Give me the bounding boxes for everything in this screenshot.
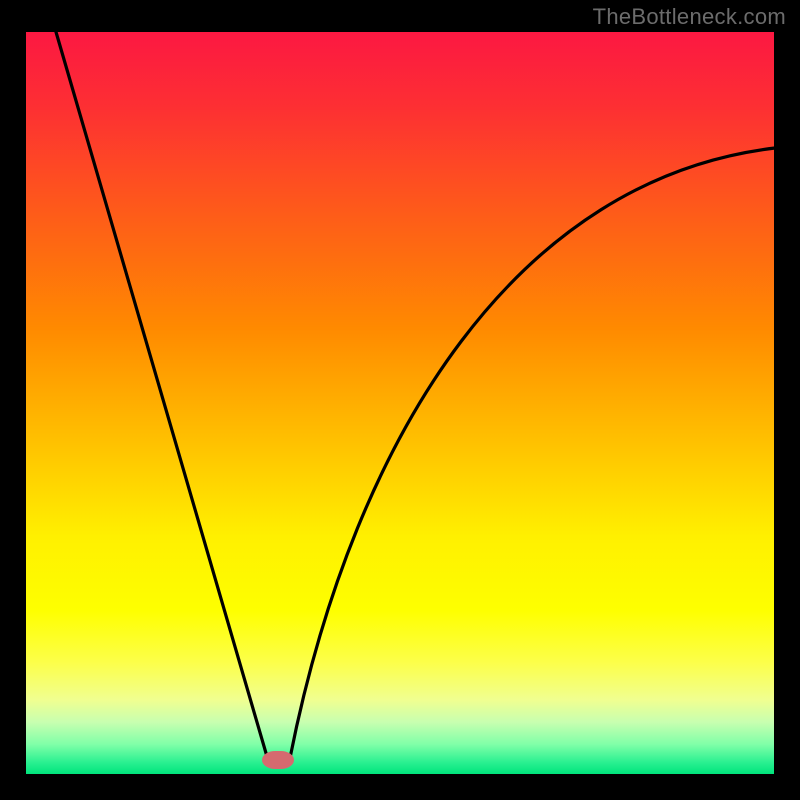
valley-marker bbox=[262, 751, 294, 769]
watermark-text: TheBottleneck.com bbox=[593, 4, 786, 30]
gradient-background bbox=[26, 32, 774, 774]
